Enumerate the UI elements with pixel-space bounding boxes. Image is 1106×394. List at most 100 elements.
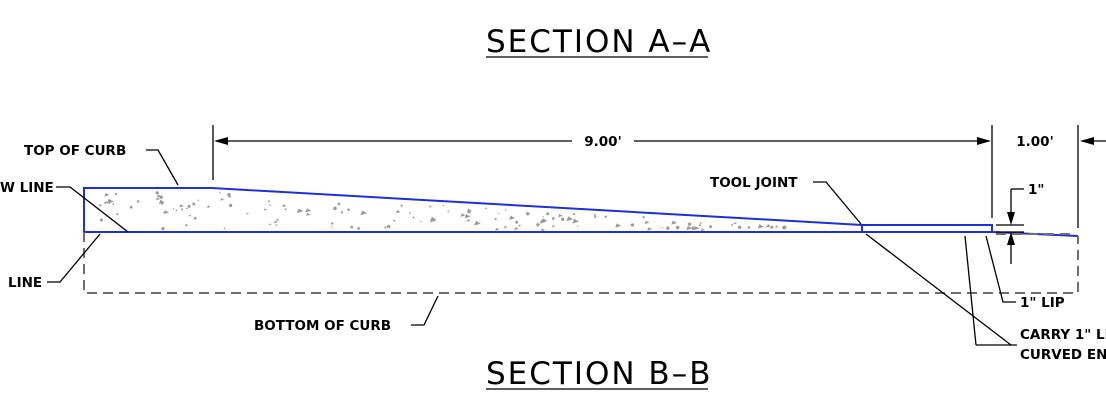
flow-line-leader-lower xyxy=(47,233,101,283)
aggregate-speckle xyxy=(460,213,466,217)
aggregate-speckle xyxy=(193,216,197,220)
bottom-of-curb-leader xyxy=(411,295,439,326)
aggregate-speckle xyxy=(733,222,737,225)
aggregate-speckle xyxy=(136,200,140,203)
aggregate-speckle xyxy=(661,226,663,229)
aggregate-speckle xyxy=(305,208,312,213)
aggregate-speckle xyxy=(161,227,165,231)
aggregate-speckle xyxy=(395,210,401,214)
aggregate-speckle xyxy=(112,203,115,205)
aggregate-speckle xyxy=(526,212,530,216)
aggregate-speckle xyxy=(228,195,232,198)
carry-lip-label-line2: CURVED END xyxy=(1020,347,1106,363)
aggregate-speckle xyxy=(227,193,231,197)
dimension-9ft-label: 9.00' xyxy=(584,134,621,150)
aggregate-speckle xyxy=(337,202,341,206)
aggregate-speckle xyxy=(647,227,653,231)
aggregate-speckle xyxy=(269,204,271,207)
aggregate-speckle xyxy=(775,225,779,228)
aggregate-speckle xyxy=(276,218,279,221)
one-inch-label: 1" xyxy=(1028,182,1044,198)
bottom-of-curb-label: BOTTOM OF CURB xyxy=(254,318,391,334)
aggregate-speckle xyxy=(179,204,184,208)
aggregate-speckle xyxy=(485,207,487,210)
lip-dimension-arrow-down xyxy=(1007,212,1015,225)
aggregate-speckle xyxy=(694,226,700,230)
aggregate-speckle xyxy=(738,225,742,229)
aggregate-speckle xyxy=(246,212,250,215)
aggregate-speckle xyxy=(185,207,188,210)
aggregate-speckle xyxy=(386,224,391,229)
aggregate-speckle xyxy=(114,193,118,196)
aggregate-speckle xyxy=(206,205,211,209)
aggregate-speckle xyxy=(357,227,360,230)
aggregate-speckle xyxy=(331,226,333,228)
aggregate-speckle xyxy=(514,227,519,231)
section-b-title: SECTION B–B xyxy=(486,356,712,392)
aggregate-speckle xyxy=(340,211,344,214)
aggregate-speckle xyxy=(709,225,713,229)
aggregate-speckle xyxy=(504,209,507,211)
aggregate-speckle xyxy=(181,208,184,211)
lip-dimension-arrow-up xyxy=(1007,232,1015,245)
aggregate-speckle xyxy=(735,222,737,224)
aggregate-speckle xyxy=(495,227,500,231)
top-of-curb-leader xyxy=(146,149,179,186)
aggregate-speckle xyxy=(99,204,102,207)
tool-joint-leader xyxy=(813,181,862,225)
carry-lip-leader-2 xyxy=(964,235,977,346)
bottom-of-curb-outline xyxy=(83,232,1079,294)
aggregate-speckle xyxy=(108,202,111,205)
aggregate-speckle xyxy=(106,198,114,204)
aggregate-speckle xyxy=(306,212,311,216)
aggregate-speckle xyxy=(757,224,765,229)
aggregate-speckle xyxy=(464,214,471,219)
aggregate-speckle xyxy=(296,208,304,214)
aggregate-speckle xyxy=(765,226,767,228)
aggregate-speckle xyxy=(393,219,396,222)
aggregate-speckle xyxy=(228,203,233,208)
aggregate-speckle xyxy=(666,226,670,230)
flow-line-label-upper: W LINE xyxy=(0,180,54,196)
carry-lip-leader-1 xyxy=(865,233,1012,346)
tool-joint-label: TOOL JOINT xyxy=(710,175,798,191)
aggregate-speckle xyxy=(420,220,422,223)
aggregate-speckle xyxy=(273,220,278,224)
aggregate-speckle xyxy=(162,211,166,214)
aggregate-speckle xyxy=(350,225,354,229)
top-of-curb-label: TOP OF CURB xyxy=(24,143,126,159)
aggregate-speckle xyxy=(331,222,334,225)
aggregate-speckle xyxy=(573,213,576,216)
aggregate-speckle xyxy=(347,208,350,211)
aggregate-speckle xyxy=(504,225,507,229)
dimension-arrow-right xyxy=(977,137,991,145)
aggregate-speckle xyxy=(691,226,696,230)
aggregate-speckle xyxy=(560,217,565,221)
aggregate-speckle xyxy=(189,214,191,217)
aggregate-speckle xyxy=(104,192,110,197)
aggregate-speckle xyxy=(429,205,432,208)
dimension-arrow-left xyxy=(214,137,228,145)
aggregate-speckle xyxy=(474,220,481,226)
aggregate-speckle xyxy=(333,206,337,211)
aggregate-speckle xyxy=(509,215,516,220)
aggregate-speckle xyxy=(263,208,268,211)
aggregate-speckle xyxy=(104,201,109,205)
aggregate-speckle xyxy=(552,225,555,228)
one-inch-lip-label: 1" LIP xyxy=(1020,295,1065,311)
aggregate-speckle xyxy=(498,212,500,215)
aggregate-speckle xyxy=(747,226,751,229)
aggregate-speckle xyxy=(675,225,680,230)
aggregate-speckle xyxy=(671,220,677,225)
aggregate-speckle xyxy=(185,224,188,227)
aggregate-speckle xyxy=(572,218,580,224)
aggregate-speckle xyxy=(770,225,774,229)
section-a-title: SECTION A–A xyxy=(486,24,712,60)
aggregate-speckle xyxy=(284,208,287,211)
flow-line-label-lower: LINE xyxy=(8,275,42,291)
aggregate-speckle xyxy=(116,213,119,216)
aggregate-speckle xyxy=(566,216,574,222)
aggregate-speckle xyxy=(430,217,437,223)
aggregate-speckle xyxy=(400,204,403,207)
aggregate-speckle xyxy=(360,210,368,216)
